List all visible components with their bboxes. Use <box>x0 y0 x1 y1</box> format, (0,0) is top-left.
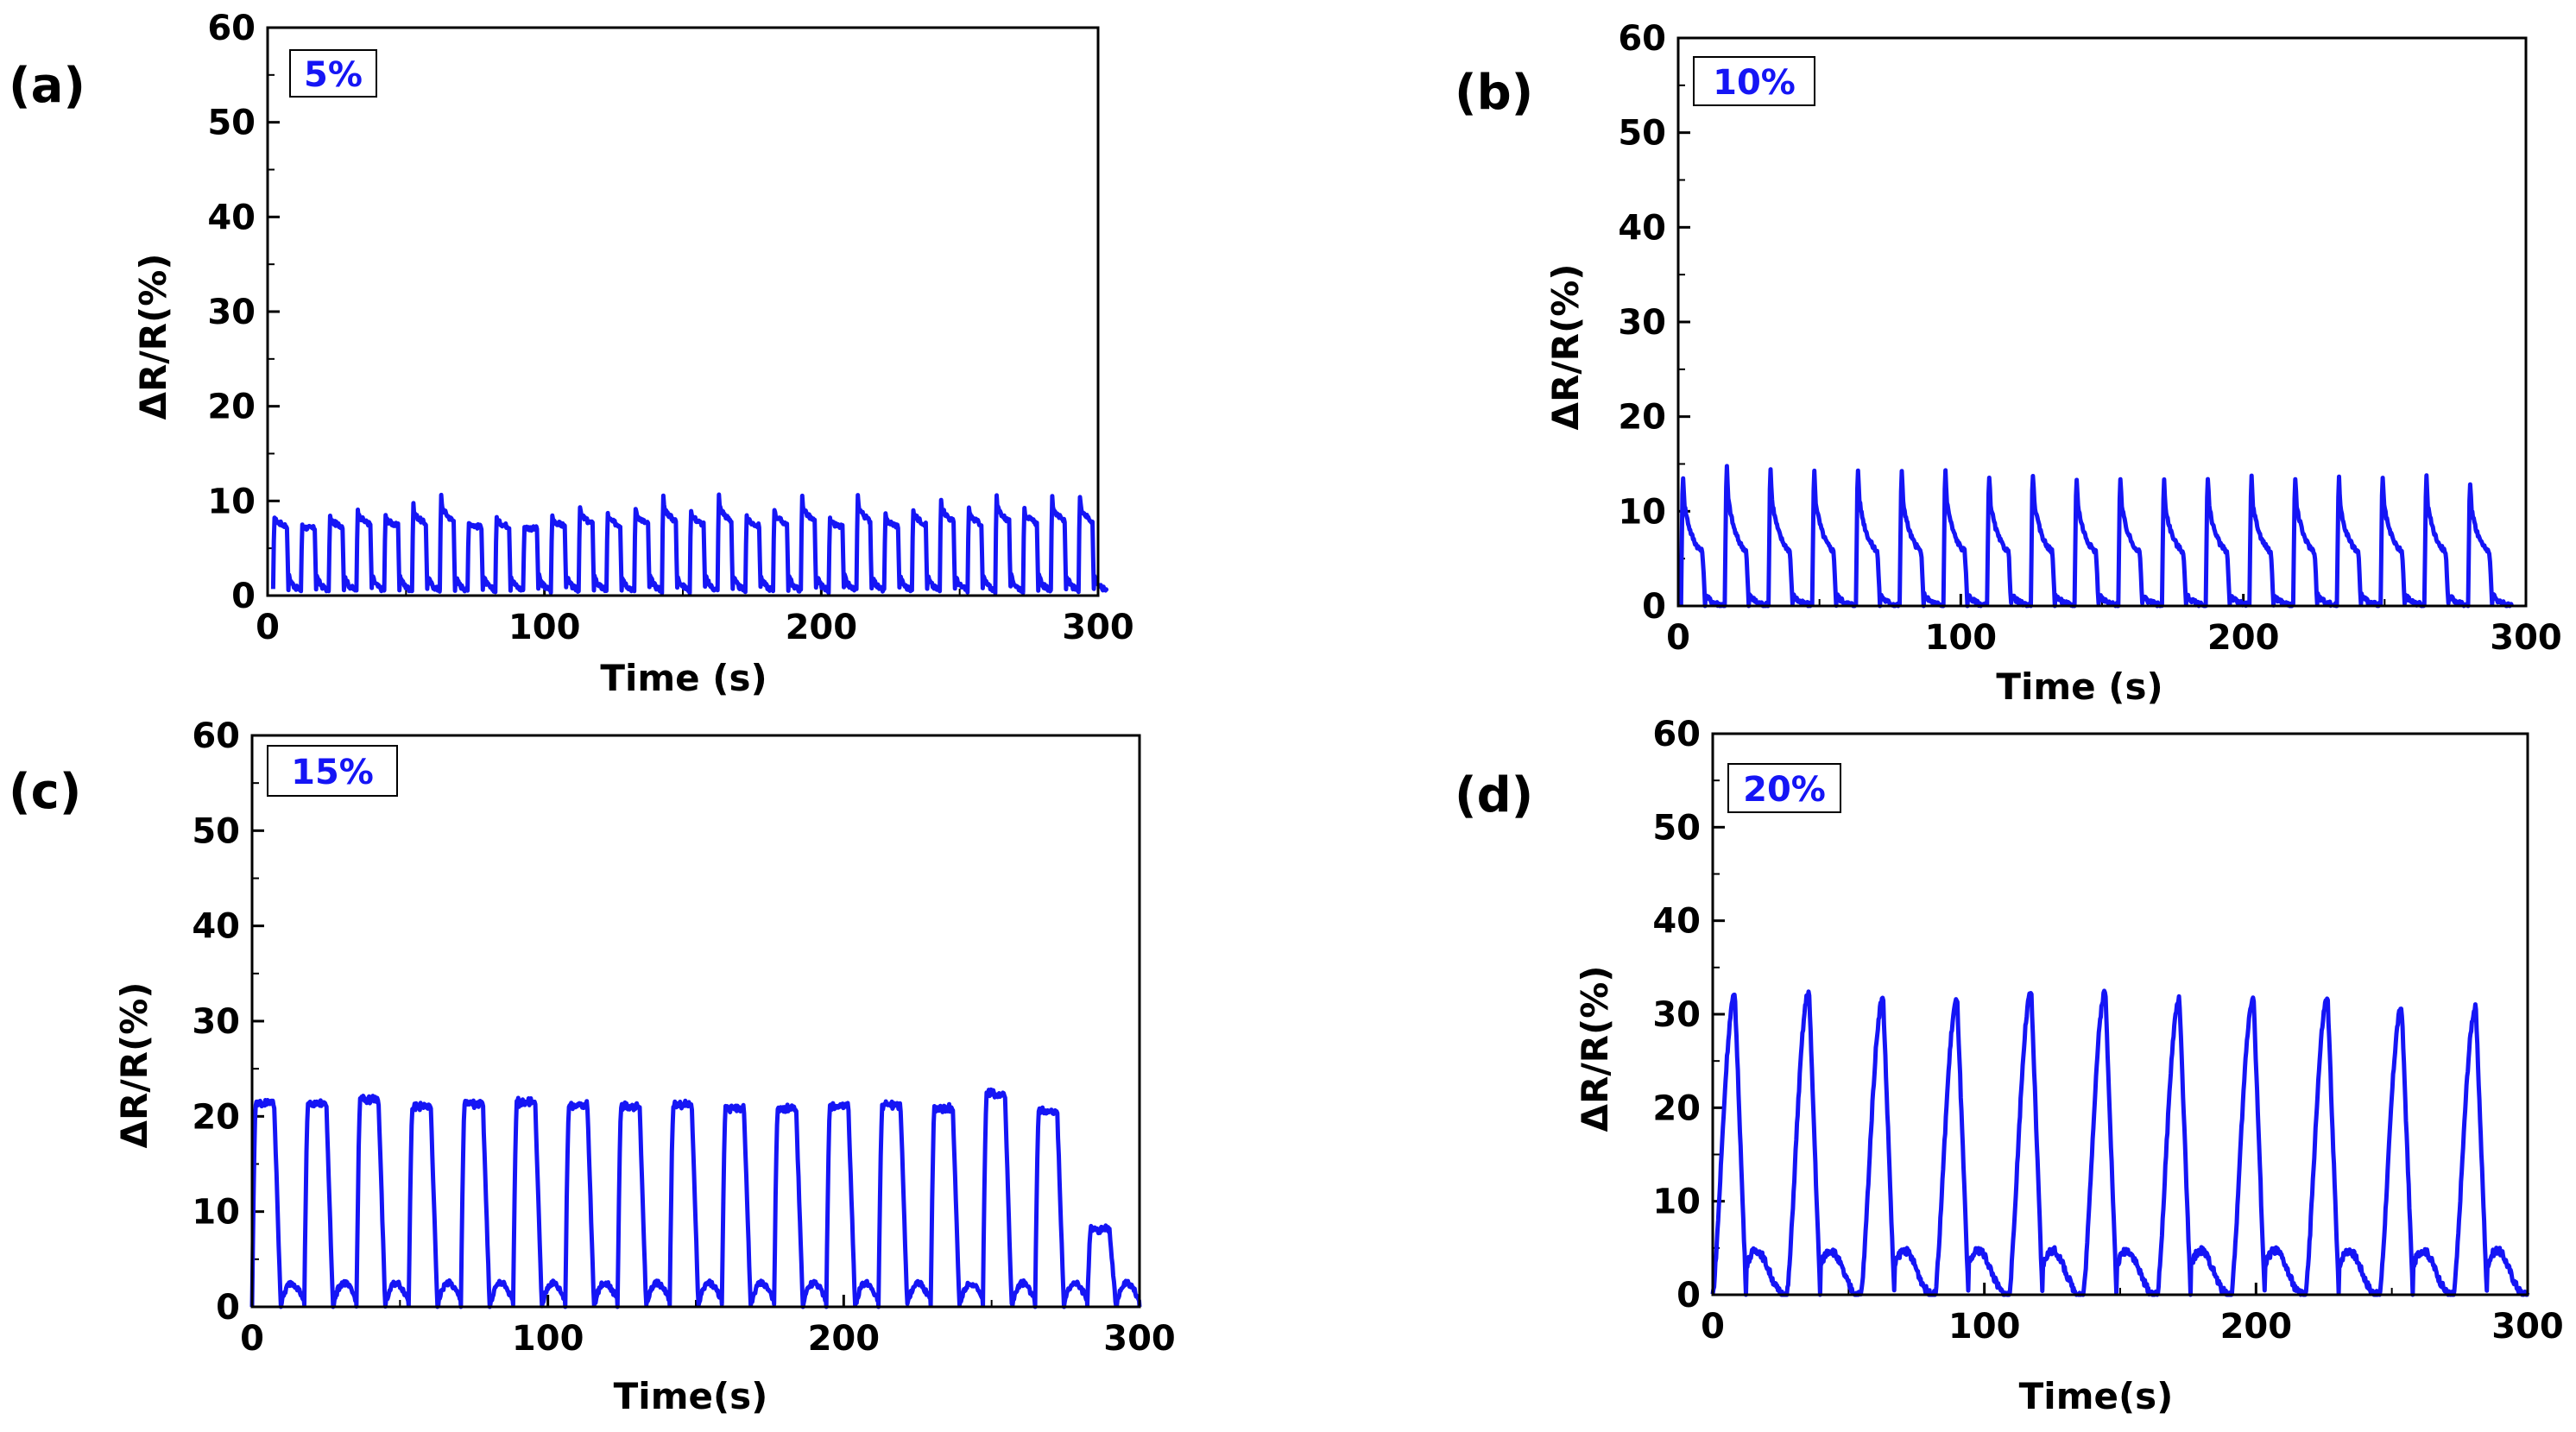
legend-box: 10% <box>1693 56 1815 106</box>
x-tick-label: 0 <box>1666 618 1690 658</box>
y-tick-label: 0 <box>216 1288 240 1328</box>
y-tick-label: 60 <box>1618 19 1666 59</box>
plot-frame <box>1676 36 2528 608</box>
y-tick-label: 0 <box>1676 1276 1701 1315</box>
legend-box: 15% <box>267 745 398 797</box>
x-tick-label: 200 <box>2220 1307 2293 1347</box>
data-line <box>1710 988 2530 1297</box>
plot-frame <box>250 734 1141 1309</box>
y-tick-label: 40 <box>192 907 240 947</box>
x-axis-label: Time (s) <box>600 657 767 699</box>
y-tick-label: 20 <box>207 388 256 427</box>
y-tick-label: 10 <box>207 482 256 521</box>
y-tick-label: 50 <box>1652 808 1701 848</box>
panel-label: (c) <box>9 764 81 820</box>
x-tick-label: 300 <box>1103 1319 1176 1359</box>
y-axis-label: ΔR/R(%) <box>1544 264 1587 431</box>
legend-border <box>1727 763 1841 813</box>
x-axis-label: Time (s) <box>1996 666 2162 708</box>
y-tick-label: 0 <box>231 577 256 616</box>
panel-a: (a) ΔR/R(%) Time (s) 0 10 20 30 40 50 60 0 100 2… <box>9 9 1134 699</box>
x-tick-label: 200 <box>808 1319 881 1359</box>
x-tick-label: 300 <box>2491 1307 2564 1347</box>
y-tick-label: 0 <box>1642 587 1666 627</box>
data-line <box>1678 464 2514 609</box>
x-axis-ticks: 0 100 200 300 <box>1666 594 2562 658</box>
x-tick-label: 200 <box>2207 618 2280 658</box>
y-axis-ticks: 0 10 20 30 40 50 60 <box>207 9 280 616</box>
x-tick-label: 100 <box>1948 1307 2021 1347</box>
legend-label: 10% <box>1713 63 1796 103</box>
y-tick-label: 50 <box>1618 114 1666 154</box>
y-tick-label: 50 <box>207 104 256 143</box>
x-tick-label: 300 <box>2490 618 2562 658</box>
x-tick-label: 0 <box>1701 1307 1725 1347</box>
y-axis-ticks: 0 10 20 30 40 50 60 <box>1618 19 1690 627</box>
legend-border <box>289 49 377 98</box>
legend-border <box>267 745 398 797</box>
legend-border <box>1693 56 1815 106</box>
x-tick-label: 0 <box>240 1319 264 1359</box>
y-tick-label: 50 <box>192 811 240 851</box>
x-tick-label: 0 <box>256 608 280 647</box>
y-axis-ticks: 0 10 20 30 40 50 60 <box>192 716 264 1328</box>
legend-label: 15% <box>291 753 374 792</box>
y-axis-ticks: 0 10 20 30 40 50 60 <box>1652 715 1725 1315</box>
data-line <box>270 492 1109 596</box>
y-tick-label: 30 <box>192 1002 240 1042</box>
x-axis-ticks: 0 100 200 300 <box>256 584 1134 647</box>
panel-label: (b) <box>1455 65 1533 121</box>
y-tick-label: 20 <box>192 1097 240 1137</box>
y-tick-label: 30 <box>1618 303 1666 343</box>
x-tick-label: 100 <box>508 608 581 647</box>
plot-frame <box>266 26 1100 597</box>
y-tick-label: 40 <box>1618 208 1666 248</box>
x-tick-label: 200 <box>786 608 858 647</box>
y-tick-label: 40 <box>1652 902 1701 942</box>
legend-label: 5% <box>304 55 363 95</box>
panel-d: (d) ΔR/R(%) Time(s) 0 10 20 30 40 50 60 0 100 20… <box>1455 715 2564 1417</box>
y-tick-label: 40 <box>207 198 256 237</box>
x-axis-label: Time(s) <box>614 1375 768 1417</box>
legend-box: 20% <box>1727 763 1841 813</box>
y-axis-label: ΔR/R(%) <box>113 982 155 1149</box>
panel-label: (a) <box>9 58 85 114</box>
y-tick-label: 60 <box>192 716 240 756</box>
x-axis-ticks: 0 100 200 300 <box>240 1295 1176 1359</box>
x-tick-label: 100 <box>512 1319 584 1359</box>
x-axis-label: Time(s) <box>2019 1375 2174 1417</box>
y-tick-label: 60 <box>1652 715 1701 754</box>
data-line <box>249 1087 1142 1309</box>
y-tick-label: 20 <box>1618 398 1666 438</box>
y-axis-label: ΔR/R(%) <box>132 254 174 420</box>
x-axis-ticks: 0 100 200 300 <box>1701 1283 2564 1347</box>
panel-c: (c) ΔR/R(%) Time(s) 0 10 20 30 40 50 60 0 100 20… <box>9 716 1176 1417</box>
plot-frame <box>1711 732 2529 1296</box>
panel-label: (d) <box>1455 767 1533 823</box>
y-tick-label: 30 <box>207 293 256 332</box>
y-axis-label: ΔR/R(%) <box>1574 966 1616 1132</box>
y-tick-label: 10 <box>1652 1183 1701 1222</box>
y-tick-label: 10 <box>1618 492 1666 532</box>
y-tick-label: 30 <box>1652 995 1701 1035</box>
legend-box: 5% <box>289 49 377 98</box>
y-tick-label: 60 <box>207 9 256 48</box>
panel-b: (b) ΔR/R(%) Time (s) 0 10 20 30 40 50 60 0 100 2… <box>1455 19 2562 708</box>
legend-label: 20% <box>1743 770 1826 810</box>
x-tick-label: 100 <box>1925 618 1998 658</box>
y-tick-label: 20 <box>1652 1088 1701 1128</box>
x-tick-label: 300 <box>1062 608 1134 647</box>
y-tick-label: 10 <box>192 1193 240 1233</box>
